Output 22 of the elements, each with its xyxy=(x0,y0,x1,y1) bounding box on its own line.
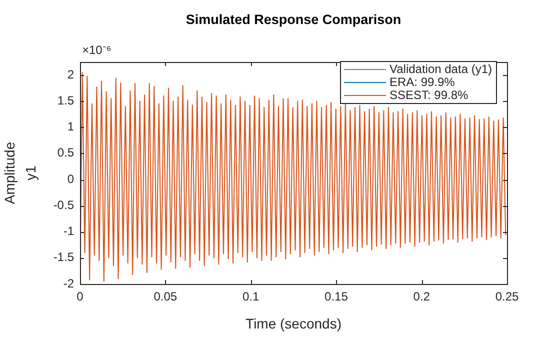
legend-label: Validation data (y1) xyxy=(389,62,492,76)
x-tick-label: 0.15 xyxy=(324,290,348,304)
y-tick-label: -2 xyxy=(63,276,74,290)
x-tick-label: 0 xyxy=(76,290,84,304)
y-tick-label: -0.5 xyxy=(53,198,74,212)
x-tick-label: 0.25 xyxy=(495,290,519,304)
x-tick-label: 0.05 xyxy=(154,290,178,304)
chart-title: Simulated Response Comparison xyxy=(186,12,402,27)
x-axis-title: Time (seconds) xyxy=(246,315,342,332)
y-tick-label: 0 xyxy=(67,172,74,186)
text: ×10⁻⁶ xyxy=(82,43,112,57)
y-tick-label: 1.5 xyxy=(57,93,74,108)
legend-label: ERA: 99.9% xyxy=(389,75,455,89)
legend-label: SSEST: 99.8% xyxy=(389,88,468,102)
y-tick-label: 0.5 xyxy=(57,146,74,160)
y-axis-title: Amplitude y1 xyxy=(1,142,38,204)
y-tick-label: 2 xyxy=(67,67,74,82)
y-tick-label: -1 xyxy=(63,224,74,238)
x-tick-label: 0.1 xyxy=(242,290,260,304)
x-tick-label: 0.2 xyxy=(413,290,430,304)
y-tick-label: -1.5 xyxy=(53,250,74,264)
y-tick-label: 1 xyxy=(67,120,74,134)
